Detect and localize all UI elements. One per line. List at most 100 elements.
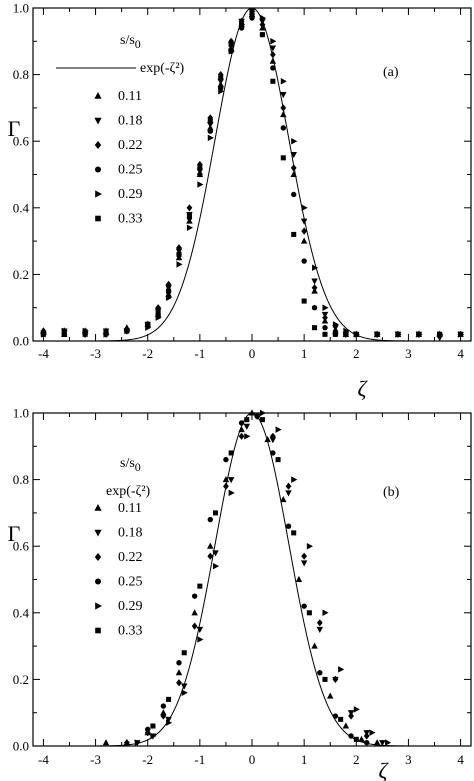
legend-marker — [95, 602, 102, 610]
data-point — [322, 676, 328, 682]
data-point — [301, 552, 308, 560]
legend-entry-label: 0.29 — [118, 599, 143, 614]
data-point — [301, 227, 308, 235]
data-point — [186, 217, 193, 224]
data-point — [270, 450, 276, 456]
data-point — [166, 719, 173, 726]
x-tick-label: 3 — [405, 752, 412, 767]
data-point — [228, 489, 235, 497]
data-point — [316, 619, 323, 627]
data-point — [123, 739, 130, 747]
legend-entry-label: 0.25 — [118, 575, 143, 590]
data-point — [285, 482, 292, 490]
x-tick-label: 0 — [249, 752, 256, 767]
series-0.18 — [40, 8, 464, 342]
legend-marker — [95, 578, 101, 585]
data-point — [280, 104, 287, 112]
y-tick-label: 1.0 — [13, 1, 29, 16]
legend-title-sub: 0 — [135, 460, 141, 474]
data-point — [300, 560, 308, 567]
data-point — [207, 134, 214, 142]
data-point — [191, 593, 198, 599]
legend-marker — [94, 553, 102, 561]
data-point — [301, 298, 307, 304]
legend-title: s/s0 — [120, 33, 141, 51]
data-point — [270, 78, 276, 84]
panel-label: (a) — [383, 65, 399, 80]
x-tick-label: 1 — [301, 346, 308, 361]
data-point — [269, 45, 277, 52]
legend-entry-label: 0.33 — [118, 624, 143, 639]
x-tick-label: -4 — [38, 346, 49, 361]
legend-entry-label: 0.22 — [118, 138, 143, 153]
data-point — [311, 278, 318, 285]
legend-entry-label: 0.22 — [118, 550, 143, 565]
data-point — [166, 696, 172, 702]
legend-title-sub: 0 — [135, 37, 141, 51]
data-point — [311, 305, 318, 311]
legend-entry-label: 0.33 — [118, 212, 143, 227]
y-tick-label: 0.2 — [13, 267, 29, 282]
data-point — [254, 413, 260, 420]
legend-marker — [94, 92, 102, 99]
legend-title: s/s0 — [120, 456, 141, 474]
data-point — [280, 110, 287, 118]
legend-entry-label: 0.11 — [118, 501, 142, 516]
legend-marker — [95, 627, 101, 634]
data-point — [145, 726, 151, 733]
data-point — [150, 732, 157, 740]
data-point — [197, 171, 203, 178]
legend-marker — [94, 504, 102, 511]
legend-marker — [94, 529, 102, 537]
x-tick-label: -2 — [142, 752, 153, 767]
data-point — [239, 22, 245, 28]
legend-marker — [95, 166, 101, 173]
data-point — [301, 603, 307, 609]
data-point — [222, 476, 230, 483]
y-tick-label: 0.2 — [13, 672, 29, 687]
data-point — [181, 650, 187, 656]
legend: s/s0 exp(-ζ²) 0.11 0.18 0.22 0.25 0.29 0.33 — [94, 456, 151, 639]
data-point — [332, 675, 339, 683]
y-tick-label: 0.8 — [13, 472, 29, 487]
data-point — [176, 660, 182, 666]
legend-marker — [94, 141, 102, 149]
series-0.33 — [40, 12, 464, 337]
legend-title-main: s/s — [120, 33, 135, 48]
x-tick-label: 2 — [353, 752, 360, 767]
data-point — [275, 457, 281, 463]
data-point — [280, 495, 287, 503]
data-point — [175, 254, 183, 261]
y-tick-label: 1.0 — [13, 406, 29, 421]
data-point — [165, 716, 172, 723]
data-point — [61, 331, 67, 337]
legend-entry-label: 0.29 — [118, 187, 143, 202]
data-point — [269, 437, 277, 444]
y-tick-label: 0.8 — [13, 67, 29, 82]
series-0.29 — [40, 8, 465, 338]
series-0.11 — [40, 11, 464, 337]
data-point — [385, 739, 392, 746]
data-point — [238, 420, 245, 426]
data-point — [348, 733, 354, 739]
data-point — [160, 712, 167, 720]
data-point — [291, 231, 297, 237]
data-point — [145, 321, 151, 327]
x-axis-label: ζ — [358, 376, 369, 401]
data-point — [176, 261, 183, 268]
data-point — [249, 12, 255, 18]
data-point — [364, 739, 370, 746]
data-point — [207, 516, 213, 523]
x-tick-label: 4 — [457, 346, 464, 361]
y-tick-label: 0.6 — [13, 134, 30, 149]
x-tick-label: 0 — [249, 346, 256, 361]
series-0.22 — [123, 412, 370, 747]
x-tick-label: -1 — [194, 752, 205, 767]
data-point — [196, 626, 204, 634]
data-point — [353, 331, 359, 337]
data-point — [150, 723, 156, 729]
x-tick-label: -2 — [142, 346, 153, 361]
data-point — [312, 325, 318, 331]
data-point — [124, 328, 130, 334]
data-point — [207, 552, 214, 560]
